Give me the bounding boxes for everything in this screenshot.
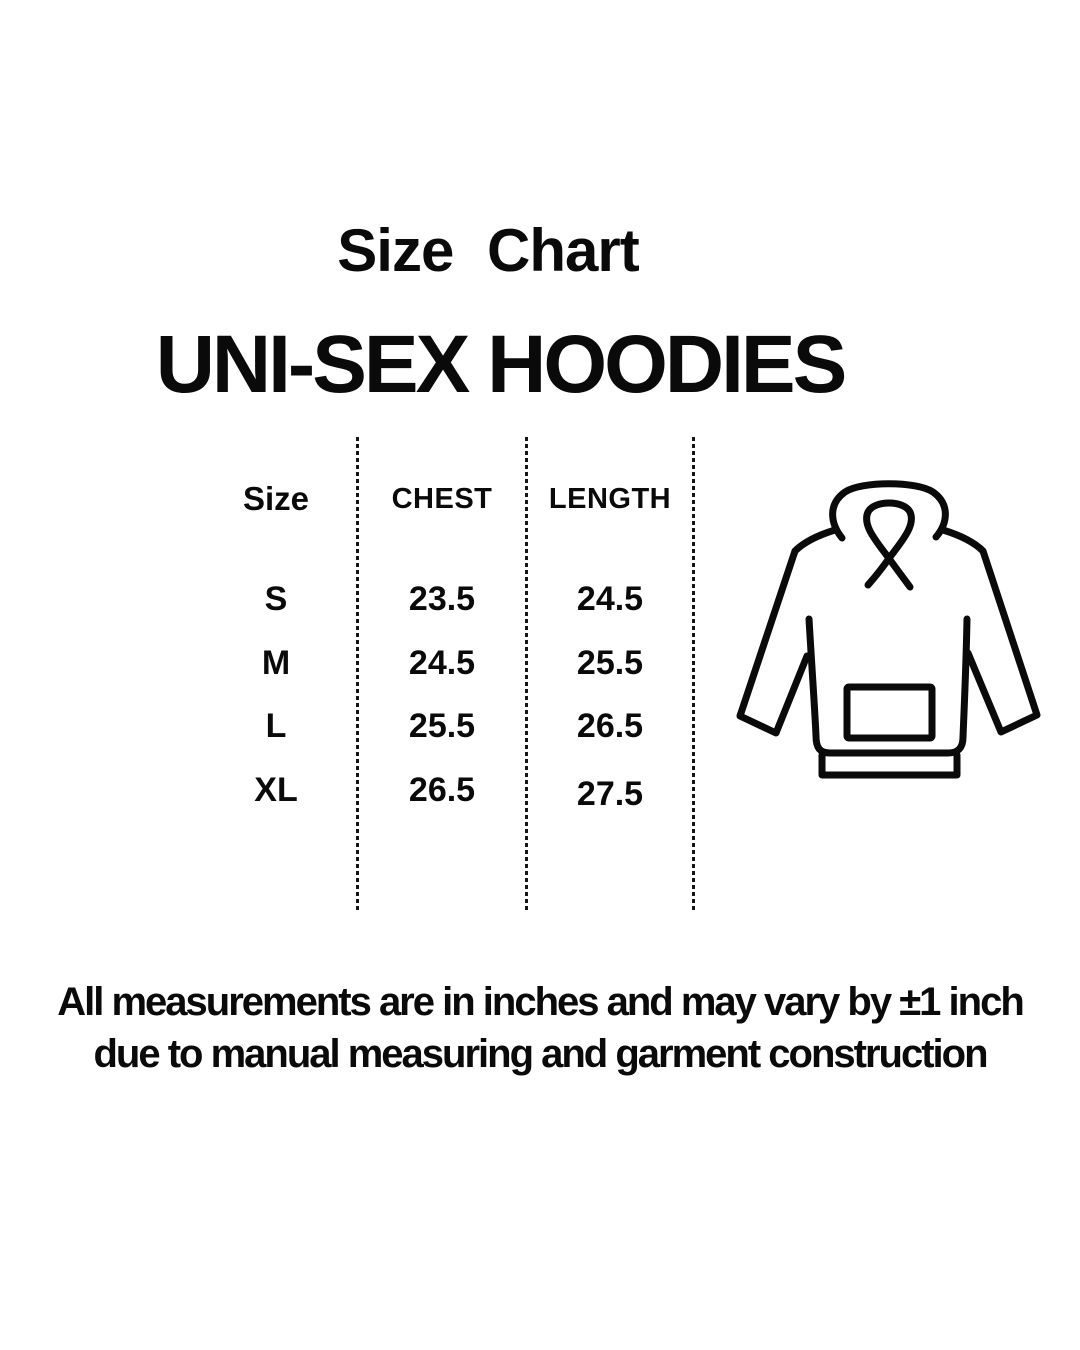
column-length: LENGTH 24.5 25.5 26.5 27.5 [528, 437, 692, 913]
column-header-size: Size [242, 480, 310, 517]
length-cell: 27.5 [576, 775, 644, 814]
chest-cell: 25.5 [408, 707, 476, 746]
hood-outline [829, 480, 949, 542]
body-outline [805, 615, 971, 757]
page-title: Size Chart [337, 217, 639, 284]
hoodie-icon [736, 480, 1041, 779]
length-cell: 24.5 [576, 580, 644, 619]
table-column-divider [525, 437, 528, 913]
length-cell: 25.5 [576, 643, 644, 682]
column-size: Size S M L XL [196, 437, 356, 913]
waistband [818, 751, 961, 779]
length-cell: 26.5 [576, 707, 644, 746]
pocket [843, 683, 936, 742]
chest-cell: 23.5 [408, 580, 476, 619]
table-column-divider [692, 437, 695, 913]
right-sleeve [939, 526, 1041, 736]
disclaimer-line-1: All measurements are in inches and may v… [57, 980, 1025, 1024]
chest-cell: 26.5 [408, 770, 476, 809]
left-sleeve [736, 526, 839, 737]
column-chest: CHEST 23.5 24.5 25.5 26.5 [359, 437, 525, 913]
size-cell: L [265, 707, 287, 746]
hood-drawstrings [863, 499, 915, 591]
size-cell: M [261, 643, 291, 682]
page-subtitle: UNI-SEX HOODIES [155, 319, 848, 410]
column-header-length: LENGTH [548, 482, 672, 515]
column-header-chest: CHEST [391, 482, 493, 515]
table-column-divider [356, 437, 359, 913]
size-cell: S [264, 580, 288, 619]
size-table: Size S M L XL CHEST 23.5 24.5 25.5 26.5 … [196, 437, 696, 913]
measurement-disclaimer: All measurements are in inches and may v… [0, 976, 1080, 1080]
chest-cell: 24.5 [408, 643, 476, 682]
size-cell: XL [254, 770, 298, 809]
disclaimer-line-2: due to manual measuring and garment cons… [93, 1032, 988, 1076]
